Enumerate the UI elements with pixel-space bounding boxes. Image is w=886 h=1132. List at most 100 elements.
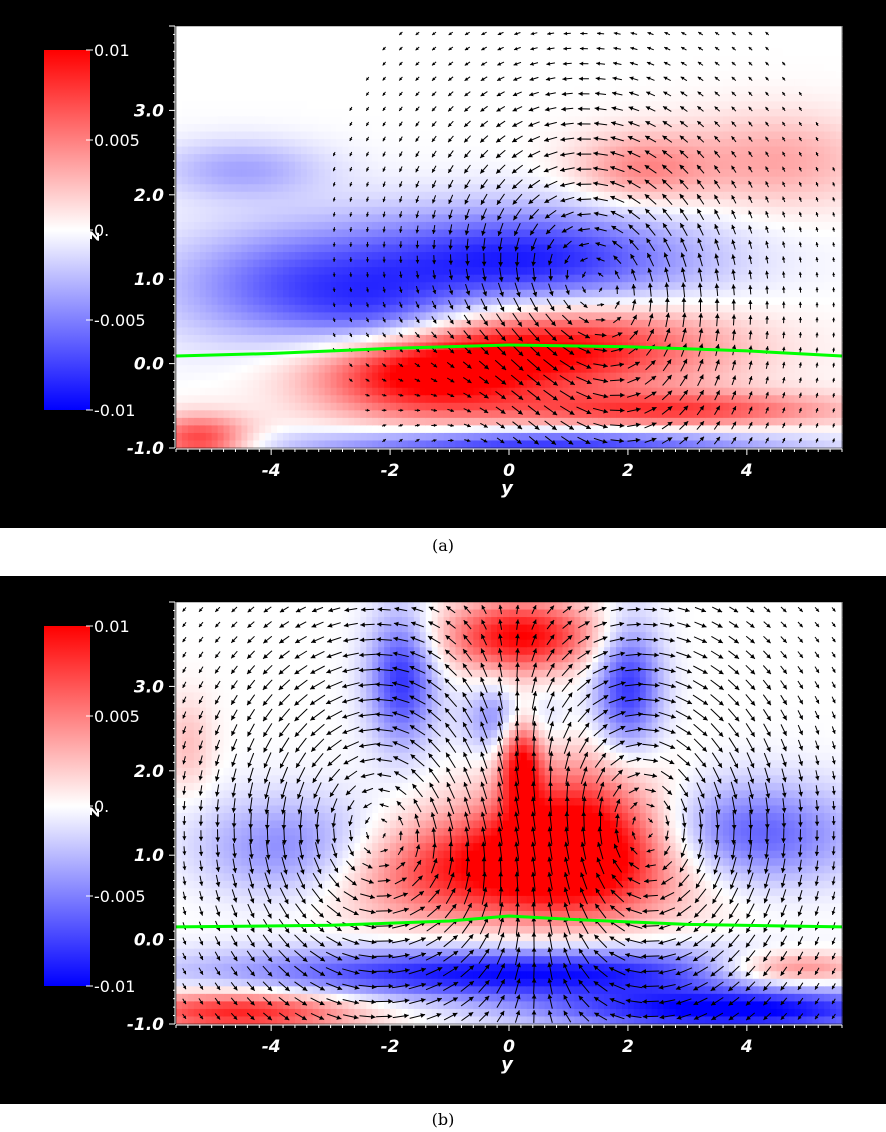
heatmap-cell: [300, 108, 308, 118]
heatmap-cell: [455, 146, 463, 155]
heatmap-cell: [324, 63, 332, 72]
heatmap-cell: [223, 93, 231, 102]
heatmap-cell: [639, 214, 647, 223]
heatmap-cell: [532, 237, 540, 246]
heatmap-cell: [324, 312, 332, 321]
heatmap-cell: [669, 259, 677, 268]
heatmap-cell: [401, 131, 409, 140]
heatmap-cell: [300, 184, 308, 193]
heatmap-cell: [592, 41, 599, 50]
heatmap-cell: [663, 365, 671, 374]
heatmap-cell: [509, 267, 516, 276]
heatmap-cell: [300, 161, 308, 170]
heatmap-cell: [443, 176, 451, 185]
heatmap-cell: [556, 56, 564, 65]
heatmap-cell: [193, 191, 201, 200]
heatmap-cell: [336, 380, 344, 389]
heatmap-cell: [645, 440, 653, 449]
heatmap-cell: [217, 274, 225, 283]
heatmap-cell: [407, 440, 415, 449]
heatmap-cell: [306, 131, 314, 140]
heatmap-cell: [306, 154, 314, 163]
heatmap-cell: [223, 319, 231, 329]
heatmap-cell: [509, 41, 516, 50]
heatmap-cell: [467, 221, 474, 231]
heatmap-cell: [372, 365, 379, 374]
heatmap-cell: [413, 56, 421, 65]
heatmap-cell: [491, 56, 498, 65]
heatmap-cell: [223, 206, 231, 215]
heatmap-cell: [681, 139, 688, 148]
heatmap-cell: [288, 417, 296, 426]
heatmap-cell: [384, 184, 391, 193]
heatmap-cell: [396, 417, 403, 426]
heatmap-cell: [437, 86, 445, 95]
heatmap-cell: [390, 410, 397, 419]
heatmap-cell: [378, 63, 385, 72]
heatmap-cell: [241, 432, 248, 442]
heatmap-cell: [592, 432, 599, 442]
heatmap-cell: [562, 63, 570, 72]
heatmap-cell: [390, 425, 397, 434]
heatmap-cell: [205, 327, 213, 336]
heatmap-cell: [621, 154, 629, 163]
heatmap-cell: [217, 146, 225, 155]
heatmap-cell: [538, 169, 546, 178]
heatmap-cell: [360, 289, 367, 298]
heatmap-cell: [592, 176, 599, 185]
heatmap-cell: [473, 289, 480, 298]
heatmap-cell: [330, 71, 338, 80]
heatmap-cell: [288, 139, 296, 148]
heatmap-cell: [437, 417, 445, 426]
heatmap-cell: [586, 146, 593, 155]
heatmap-cell: [348, 56, 355, 65]
heatmap-cell: [485, 131, 492, 140]
heatmap-cell: [526, 48, 534, 57]
heatmap-cell: [342, 26, 350, 35]
heatmap-cell: [580, 402, 587, 411]
heatmap-cell: [401, 252, 409, 261]
heatmap-cell: [366, 229, 373, 238]
heatmap-cell: [199, 357, 207, 366]
heatmap-cell: [396, 184, 403, 193]
heatmap-cell: [265, 440, 272, 449]
heatmap-cell: [663, 214, 671, 223]
heatmap-cell: [616, 282, 623, 291]
heatmap-cell: [621, 101, 629, 110]
heatmap-cell: [425, 78, 433, 87]
heatmap-cell: [598, 252, 605, 261]
heatmap-cell: [396, 319, 403, 329]
heatmap-cell: [372, 56, 379, 65]
heatmap-cell: [205, 229, 213, 238]
heatmap-cell: [538, 425, 546, 434]
heatmap-cell: [449, 169, 457, 178]
heatmap-cell: [479, 206, 486, 215]
heatmap-cell: [491, 387, 498, 396]
heatmap-cell: [675, 131, 683, 140]
heatmap-cell: [693, 63, 700, 72]
heatmap-cell: [514, 176, 522, 185]
heatmap-cell: [675, 410, 683, 419]
heatmap-cell: [681, 56, 688, 65]
heatmap-cell: [205, 108, 213, 118]
heatmap-cell: [306, 289, 314, 298]
heatmap-cell: [598, 365, 605, 374]
heatmap-cell: [639, 86, 647, 95]
heatmap-cell: [306, 267, 314, 276]
heatmap-cell: [449, 410, 457, 419]
heatmap-cell: [253, 387, 260, 396]
heatmap-cell: [259, 289, 266, 298]
heatmap-cell: [479, 425, 486, 434]
heatmap-cell: [378, 304, 385, 313]
heatmap-cell: [413, 33, 421, 42]
heatmap-cell: [384, 214, 391, 223]
heatmap-cell: [485, 63, 492, 72]
heatmap-cell: [443, 101, 451, 110]
heatmap-cell: [657, 86, 665, 95]
heatmap-cell: [437, 319, 445, 329]
heatmap-cell: [651, 56, 659, 65]
heatmap-cell: [378, 86, 385, 95]
heatmap-cell: [693, 304, 700, 313]
heatmap-cell: [253, 417, 260, 426]
heatmap-cell: [485, 191, 492, 200]
